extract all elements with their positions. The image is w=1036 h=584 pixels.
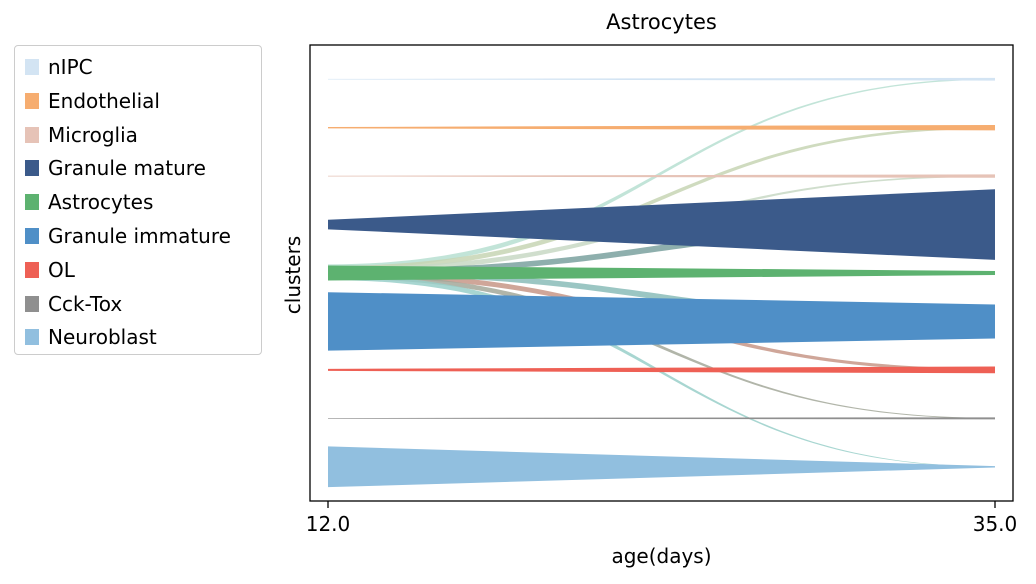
legend-swatch: [25, 295, 39, 312]
band-nipc: [328, 77, 995, 81]
band-neuroblast: [328, 446, 995, 488]
band-endothelial: [328, 124, 995, 131]
legend-item-granule-mature: Granule mature: [25, 153, 206, 183]
legend-label: OL: [48, 257, 75, 282]
legend-item-granule-immature: Granule immature: [25, 221, 231, 251]
legend-label: Granule mature: [48, 156, 206, 181]
chart-title: Astrocytes: [606, 10, 717, 34]
flow-endothelial: [328, 126, 995, 272]
legend-item-neuroblast: Neuroblast: [25, 322, 157, 352]
legend-item-ol: OL: [25, 255, 75, 285]
band-cck-tox: [328, 417, 995, 420]
band-ol: [328, 366, 995, 374]
band-microglia: [328, 174, 995, 178]
legend-label: Microglia: [48, 122, 138, 147]
legend-swatch: [25, 261, 39, 278]
flow-cck-tox: [328, 273, 995, 419]
legend-item-nipc: nIPC: [25, 52, 93, 82]
legend-label: Granule immature: [48, 224, 231, 248]
x-tick-label-end: 35.0: [972, 512, 1018, 536]
legend-label: Neuroblast: [48, 325, 157, 350]
legend-label: Cck-Tox: [48, 291, 123, 316]
legend-swatch: [25, 160, 39, 177]
x-tick-label-start: 12.0: [305, 512, 351, 536]
plot-frame: [309, 44, 1014, 502]
legend-item-endothelial: Endothelial: [25, 86, 160, 116]
legend-swatch: [25, 59, 39, 75]
flow-granule-mature: [328, 221, 995, 275]
legend-item-microglia: Microglia: [25, 120, 138, 150]
legend-swatch: [25, 92, 39, 109]
legend-item-cck-tox: Cck-Tox: [25, 289, 122, 319]
bands-layer: [328, 77, 995, 488]
legend-item-astrocytes: Astrocytes: [25, 187, 153, 217]
band-granule-immature: [328, 292, 995, 351]
legend-label: nIPC: [48, 55, 93, 79]
legend-swatch: [25, 194, 39, 211]
legend-swatch: [25, 329, 39, 346]
band-granule-mature: [328, 189, 995, 260]
legend-label: Endothelial: [48, 88, 160, 113]
band-astrocytes: [328, 265, 995, 281]
legend-swatch: [25, 228, 39, 244]
flow-granule-immature: [328, 270, 995, 325]
flow-nipc: [328, 78, 995, 270]
legend-label: Astrocytes: [48, 190, 154, 215]
legend-swatch: [25, 126, 39, 143]
legend: nIPC Endothelial Microglia Granule mature As…: [14, 45, 262, 355]
y-axis-label: clusters: [281, 235, 305, 315]
x-axis-label: age(days): [611, 544, 712, 568]
